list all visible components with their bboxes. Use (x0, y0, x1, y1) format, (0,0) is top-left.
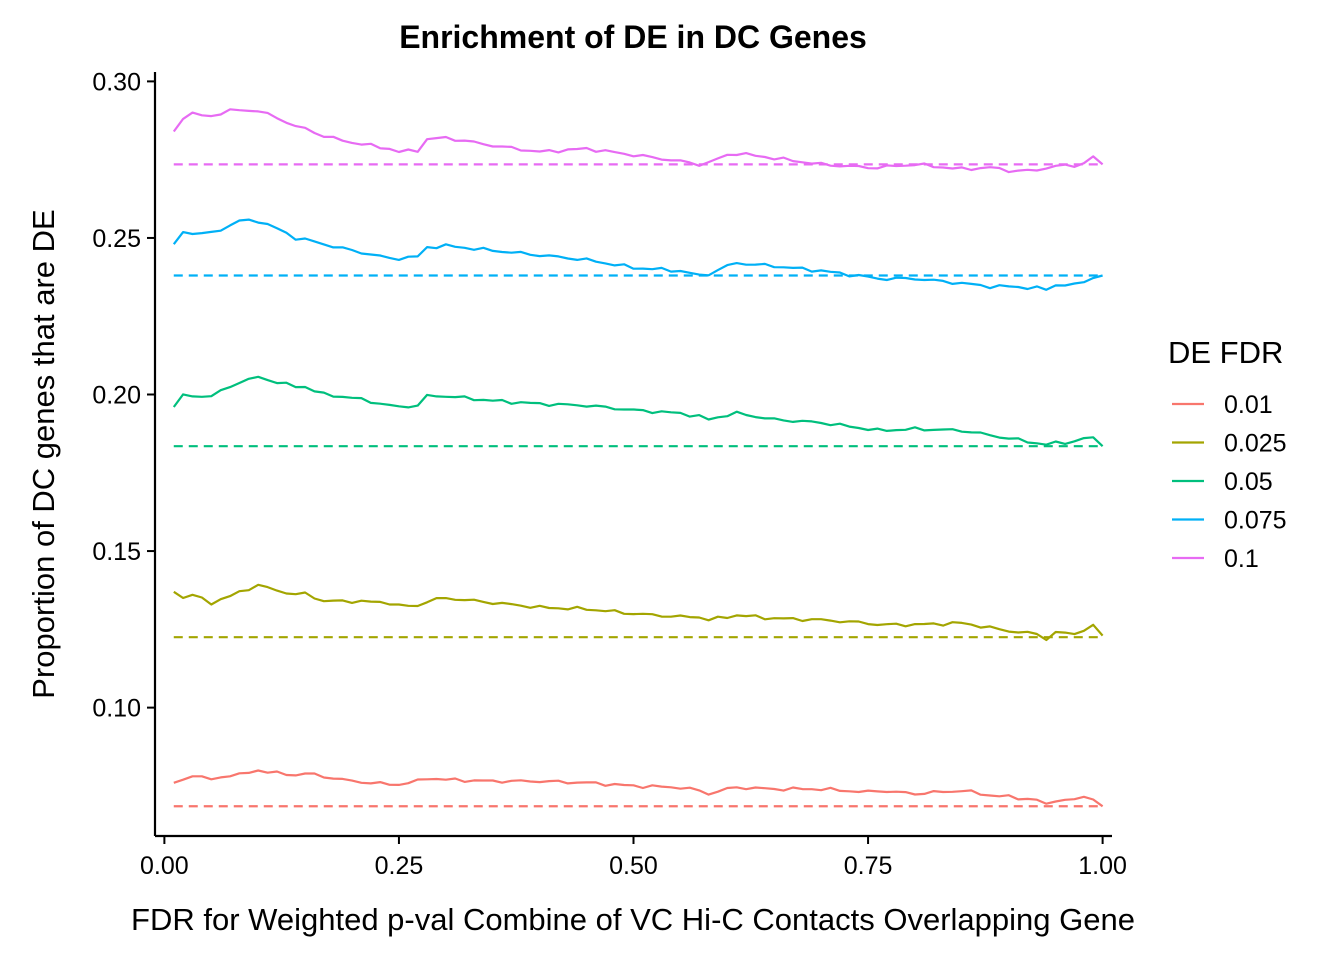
series-line-fdr-0-025 (173, 583, 1104, 642)
legend-item-fdr-0-05: 0.05 (1172, 468, 1273, 496)
legend-items: 0.01 0.025 0.05 0.075 0.1 (1172, 391, 1287, 573)
baseline-lines (173, 163, 1103, 808)
y-tick-label: 0.20 (92, 382, 141, 410)
series-line-fdr-0-01 (173, 769, 1104, 808)
y-tick-label: 0.15 (92, 538, 141, 566)
series-line-fdr-0-1 (172, 108, 1104, 174)
plot-area (172, 108, 1104, 808)
series-line-fdr-0-05 (172, 375, 1104, 447)
series-lines (172, 108, 1104, 808)
chart-title: Enrichment of DE in DC Genes (399, 19, 867, 55)
y-tick-label: 0.30 (92, 68, 141, 96)
x-tick-label: 1.00 (1078, 852, 1127, 880)
legend-item-fdr-0-025: 0.025 (1172, 430, 1287, 458)
legend-label-fdr-0-01: 0.01 (1224, 391, 1273, 419)
x-axis-title: FDR for Weighted p-val Combine of VC Hi-… (131, 902, 1135, 937)
x-tick-label: 0.50 (609, 852, 658, 880)
legend-item-fdr-0-01: 0.01 (1172, 391, 1273, 419)
series-line-fdr-0-075 (172, 218, 1103, 291)
legend-label-fdr-0-025: 0.025 (1224, 430, 1287, 458)
legend-label-fdr-0-075: 0.075 (1224, 507, 1287, 535)
legend-item-fdr-0-075: 0.075 (1172, 507, 1287, 535)
x-tick-label: 0.25 (375, 852, 424, 880)
x-tick-label: 0.00 (140, 852, 189, 880)
x-axis-ticks: 0.00 0.25 0.50 0.75 1.00 (140, 836, 1127, 880)
y-axis-title: Proportion of DC genes that are DE (26, 209, 61, 698)
x-tick-label: 0.75 (844, 852, 893, 880)
y-axis-ticks: 0.10 0.15 0.20 0.25 0.30 (92, 68, 155, 723)
y-tick-label: 0.10 (92, 695, 141, 723)
legend-label-fdr-0-05: 0.05 (1224, 468, 1273, 496)
legend-label-fdr-0-1: 0.1 (1224, 545, 1259, 573)
y-tick-label: 0.25 (92, 225, 141, 253)
legend-title: DE FDR (1168, 335, 1283, 370)
legend: DE FDR 0.01 0.025 0.05 0.075 0.1 (1168, 335, 1287, 573)
legend-item-fdr-0-1: 0.1 (1172, 545, 1259, 573)
